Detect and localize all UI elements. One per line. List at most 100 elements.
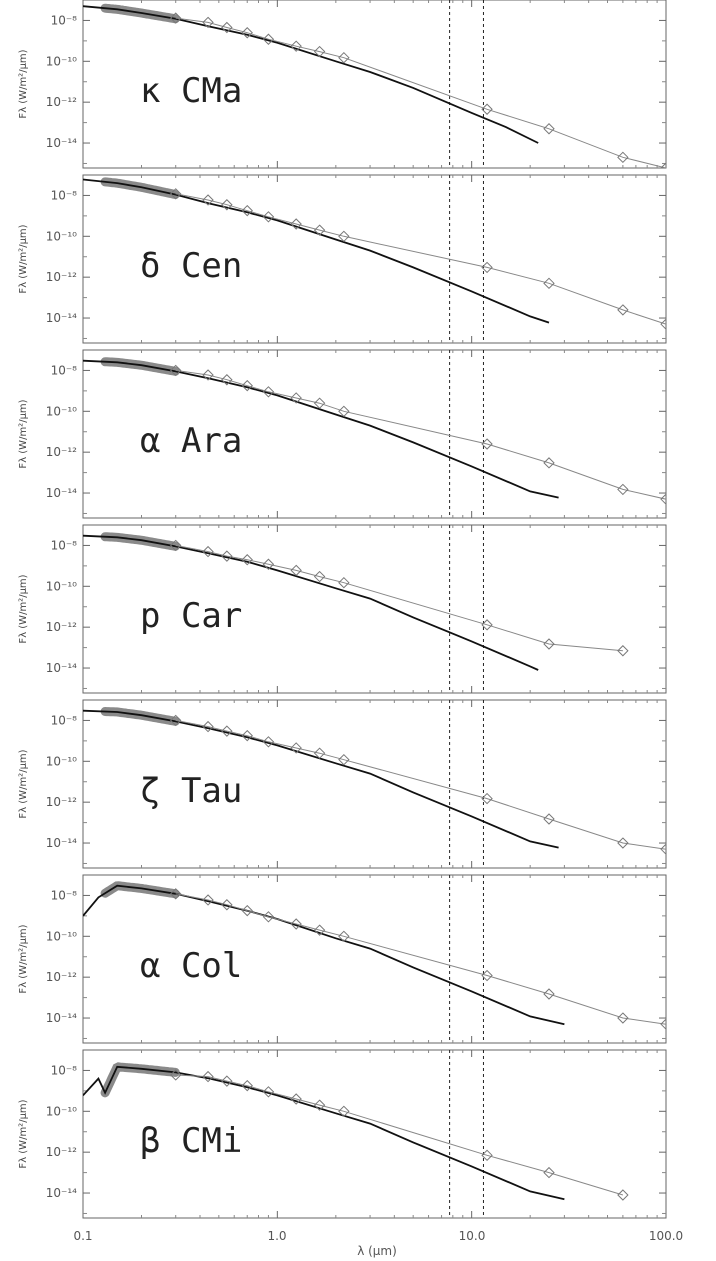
- panel-7: 10⁻⁸ 10⁻¹⁰ 10⁻¹² 10⁻¹⁴ Fλ (W/m²/μm) β CMi: [18, 1049, 667, 1219]
- panel-1: 10⁻⁸ 10⁻¹⁰ 10⁻¹² 10⁻¹⁴ Fλ (W/m²/μm) κ CMa: [18, 0, 667, 169]
- observed-point: [202, 194, 214, 206]
- observed-point: [202, 894, 214, 906]
- y-tick-label: 10⁻⁸: [51, 1063, 78, 1077]
- observed-point: [202, 16, 214, 29]
- model-line: [83, 359, 559, 499]
- observed-point: [660, 1018, 666, 1030]
- panel-3: 10⁻⁸ 10⁻¹⁰ 10⁻¹² 10⁻¹⁴ Fλ (W/m²/μm) α Ara: [18, 349, 667, 519]
- observed-point: [262, 33, 275, 45]
- observed-point: [617, 304, 629, 316]
- observed-point: [262, 911, 275, 923]
- model-line: [83, 709, 559, 849]
- observed-point: [313, 924, 326, 936]
- observed-point: [241, 1079, 253, 1092]
- observed-point: [170, 364, 182, 377]
- observed-point: [543, 277, 555, 290]
- model-line: [83, 534, 539, 671]
- observed-point: [481, 103, 493, 115]
- y-tick-label: 10⁻⁸: [51, 713, 78, 727]
- y-tick-label: 10⁻¹⁴: [46, 311, 77, 325]
- model-line: [83, 178, 550, 324]
- y-tick-label: 10⁻⁸: [51, 538, 78, 552]
- y-axis-label: Fλ (W/m²/μm): [18, 399, 29, 468]
- observed-point: [543, 1166, 555, 1179]
- y-tick-label: 10⁻¹⁴: [46, 1186, 77, 1200]
- observed-point: [660, 843, 666, 855]
- panel-plot-area: [83, 707, 666, 855]
- y-tick-label: 10⁻¹²: [46, 95, 77, 109]
- observed-line: [175, 369, 666, 500]
- observed-line: [175, 193, 666, 325]
- observed-point: [617, 151, 629, 164]
- observed-point: [202, 720, 214, 733]
- y-tick-label: 10⁻¹²: [46, 970, 77, 984]
- star-name: κ CMa: [140, 71, 242, 111]
- panel-plot-area: [83, 532, 629, 671]
- panel-plot-area: [83, 1062, 629, 1201]
- panel-plot-area: [83, 177, 666, 330]
- panel-4: 10⁻⁸ 10⁻¹⁰ 10⁻¹² 10⁻¹⁴ Fλ (W/m²/μm) p Car: [18, 524, 667, 694]
- observed-line: [175, 719, 666, 850]
- observed-point: [241, 379, 253, 392]
- observed-point: [170, 539, 182, 552]
- y-tick-label: 10⁻¹⁰: [46, 579, 77, 593]
- observed-point: [221, 550, 233, 562]
- observed-point: [241, 27, 253, 39]
- observed-point: [660, 493, 666, 505]
- observed-point: [262, 386, 275, 398]
- y-tick-label: 10⁻⁸: [51, 363, 78, 377]
- observed-point: [170, 188, 182, 200]
- y-tick-label: 10⁻¹⁴: [46, 136, 77, 150]
- observed-point: [221, 725, 233, 737]
- observed-point: [202, 369, 214, 381]
- observed-point: [617, 1189, 629, 1201]
- y-axis-label: Fλ (W/m²/μm): [18, 1099, 29, 1168]
- y-tick-label: 10⁻⁸: [51, 188, 78, 202]
- panel-frame: [82, 174, 667, 344]
- y-tick-label: 10⁻¹⁰: [46, 1104, 77, 1118]
- y-axis-label: Fλ (W/m²/μm): [18, 924, 29, 993]
- observed-point: [170, 12, 182, 24]
- observed-point: [543, 638, 555, 650]
- panel-2: 10⁻⁸ 10⁻¹⁰ 10⁻¹² 10⁻¹⁴ Fλ (W/m²/μm) δ Cen: [18, 174, 667, 344]
- observed-point: [543, 457, 555, 469]
- observed-line: [175, 544, 623, 652]
- observed-point: [543, 988, 555, 1000]
- star-name: α Ara: [140, 421, 242, 461]
- sed-panels: 10⁻⁸ 10⁻¹⁰ 10⁻¹² 10⁻¹⁴ Fλ (W/m²/μm) κ CMa 10⁻⁸…: [18, 0, 667, 1219]
- observed-point: [170, 1069, 182, 1081]
- observed-point: [262, 211, 275, 223]
- observed-point: [481, 969, 493, 982]
- observed-point: [290, 40, 302, 52]
- observed-point: [290, 392, 302, 404]
- observed-point: [481, 438, 493, 450]
- observed-point: [262, 1086, 275, 1098]
- panel-frame: [82, 699, 667, 869]
- y-tick-label: 10⁻¹²: [46, 795, 77, 809]
- observed-point: [543, 813, 555, 825]
- observed-point: [221, 1075, 233, 1087]
- x-tick-10-0: 10.0: [459, 1229, 486, 1243]
- model-line: [83, 5, 539, 144]
- observed-point: [290, 918, 302, 930]
- y-tick-label: 10⁻¹⁴: [46, 661, 77, 675]
- observed-point: [338, 405, 350, 418]
- star-name: ζ Tau: [140, 771, 242, 811]
- y-tick-label: 10⁻⁸: [51, 13, 78, 27]
- observed-point: [221, 899, 233, 911]
- observed-point: [481, 261, 493, 274]
- observed-line: [175, 17, 666, 168]
- y-tick-label: 10⁻¹⁰: [46, 929, 77, 943]
- observed-point: [338, 51, 350, 64]
- x-tick-1-0: 1.0: [267, 1229, 286, 1243]
- observed-point: [313, 397, 326, 409]
- y-tick-label: 10⁻¹²: [46, 270, 77, 284]
- observed-point: [221, 199, 233, 211]
- observed-point: [202, 545, 214, 558]
- observed-point: [262, 558, 275, 570]
- star-name: β CMi: [140, 1121, 242, 1161]
- observed-point: [481, 792, 493, 805]
- observed-point: [241, 204, 253, 217]
- observed-point: [313, 570, 326, 583]
